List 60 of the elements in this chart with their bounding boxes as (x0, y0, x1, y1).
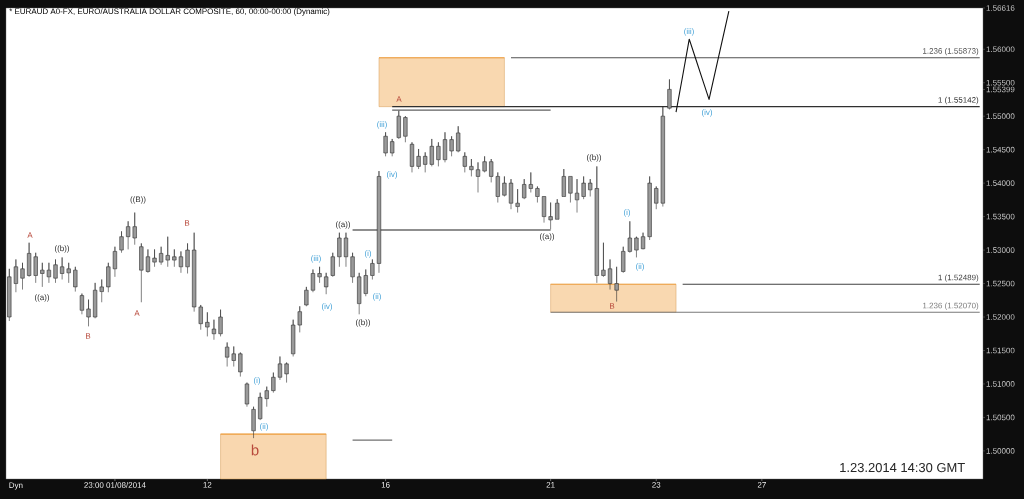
candlestick (396, 110, 401, 140)
candlestick (119, 231, 124, 254)
candlestick (409, 141, 415, 173)
candlestick (79, 293, 85, 315)
candlestick (211, 319, 217, 341)
annotation: 1.23.2014 14:30 GMT (840, 462, 965, 473)
candlestick (218, 309, 223, 337)
candlestick (416, 148, 421, 170)
candlestick (205, 312, 210, 337)
candlestick (475, 162, 481, 193)
candlestick (370, 259, 375, 280)
candlestick (343, 232, 349, 268)
candlestick (376, 170, 382, 274)
candlestick (317, 266, 322, 284)
candlestick (383, 131, 388, 157)
candlestick (310, 269, 316, 293)
candlestick (436, 141, 441, 167)
candlestick (304, 286, 309, 307)
candlestick (508, 178, 514, 210)
candlestick (555, 198, 560, 220)
candlestick (350, 252, 355, 284)
candlestick (535, 186, 540, 203)
candlestick (271, 372, 276, 393)
candlestick (330, 252, 335, 278)
candlestick (640, 232, 646, 250)
candlestick (251, 406, 256, 439)
candlestick (449, 135, 454, 157)
annotation: b (251, 444, 259, 456)
candlestick (53, 259, 58, 284)
candlestick (548, 202, 553, 230)
candlestick (403, 115, 408, 143)
candlestick (337, 232, 342, 268)
candlestick (502, 176, 507, 197)
candlestick (20, 262, 25, 290)
candlestick (561, 168, 566, 197)
candlestick (601, 242, 606, 278)
candlestick (574, 178, 580, 213)
candlestick (515, 188, 520, 213)
candlestick (73, 266, 78, 292)
candlestick (86, 299, 91, 327)
candlestick (647, 176, 652, 241)
candlestick (244, 382, 250, 407)
candlestick (462, 152, 467, 173)
candlestick (607, 259, 613, 290)
candlestick (469, 158, 474, 177)
candlestick (581, 176, 586, 200)
candlestick (614, 266, 619, 302)
candlestick (482, 156, 487, 173)
candlestick (277, 356, 283, 381)
candlestick (634, 236, 639, 258)
candlestick (456, 125, 461, 153)
candlestick (284, 362, 289, 383)
candlestick (238, 352, 243, 377)
candlestick (541, 196, 547, 223)
candlestick (152, 249, 157, 268)
candlestick (185, 243, 190, 274)
candlestick (442, 131, 448, 163)
candlestick (568, 176, 573, 203)
candlestick (324, 272, 329, 295)
candlestick (390, 138, 395, 157)
